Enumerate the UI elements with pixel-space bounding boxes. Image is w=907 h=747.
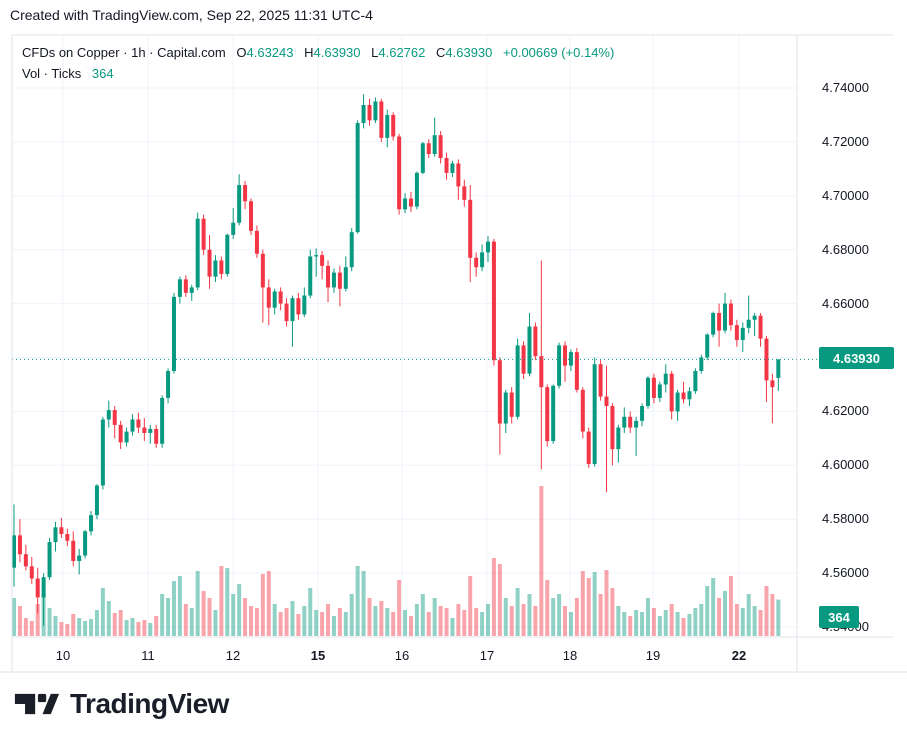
tradingview-logo: TradingView [14,684,229,724]
legend-change: +0.00669 (+0.14%) [503,45,615,60]
price-axis-label: 4.66000 [822,295,869,311]
price-axis-label: 4.58000 [822,511,869,527]
time-axis-label: 19 [645,648,661,663]
volume-legend-label: Vol · Ticks [22,66,82,81]
price-axis-label: 4.74000 [822,80,869,95]
created-with-watermark: Created with TradingView.com, Sep 22, 20… [10,7,373,23]
tradingview-logo-icon [14,693,60,715]
volume-badge: 364 [819,606,859,628]
volume-legend: Vol · Ticks 364 [22,66,114,81]
price-axis-label: 4.70000 [822,187,869,203]
time-axis-label: 12 [225,648,241,663]
legend-open: O4.63243 [236,45,294,60]
price-axis-label: 4.56000 [822,565,869,581]
time-axis-label: 15 [310,648,326,663]
volume-legend-value: 364 [91,66,114,81]
symbol-legend: CFDs on Copper · 1h · Capital.com O4.632… [22,45,621,60]
time-axis-label: 22 [731,648,747,663]
symbol-title: CFDs on Copper · 1h · Capital.com [22,45,226,60]
time-axis-label: 18 [562,648,578,663]
time-axis-label: 11 [141,648,155,663]
legend-high: H4.63930 [304,45,361,60]
time-axis-label: 17 [479,648,495,663]
legend-close: C4.63930 [436,45,493,60]
last-price-badge: 4.63930 [819,347,894,369]
time-axis-label: 16 [394,648,410,663]
price-axis-label: 4.62000 [822,403,869,419]
tradingview-logo-text: TradingView [70,688,229,719]
price-axis-label: 4.60000 [822,457,869,473]
price-axis-label: 4.68000 [822,241,869,257]
time-axis-label: 10 [55,648,71,663]
legend-low: L4.62762 [371,45,426,60]
price-axis-label: 4.72000 [822,133,869,149]
